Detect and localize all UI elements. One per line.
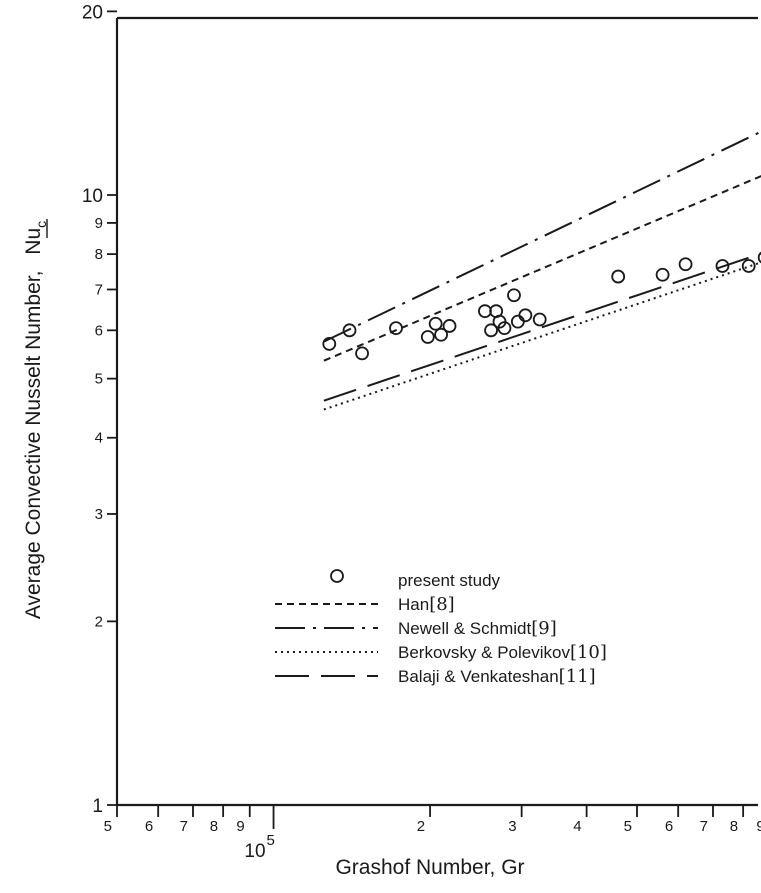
x-tick-label: 3 — [508, 818, 516, 835]
present-study-point — [510, 314, 525, 329]
y-tick-label: 6 — [95, 322, 103, 339]
present-study-point — [484, 323, 498, 338]
y-tick-label: 10 — [82, 186, 103, 207]
x-tick-label: 8 — [730, 818, 738, 835]
legend-entry-name: present study — [398, 571, 501, 590]
legend-entry-ref: [9] — [531, 618, 557, 639]
x-tick-label: 8 — [210, 818, 218, 835]
present-study-point — [507, 288, 521, 303]
legend-entry-name: Berkovsky & Polevikov — [398, 643, 570, 662]
y-tick-label: 1 — [92, 796, 103, 817]
y-tick-label: 9 — [95, 215, 103, 232]
present-study-point — [741, 259, 756, 273]
x-ticks: 5678910523456789106 — [104, 805, 761, 862]
present-study-point — [428, 316, 443, 331]
y-tick-label: 20 — [82, 2, 103, 23]
y-tick-label: 4 — [95, 430, 103, 447]
present-study-point — [434, 327, 448, 342]
present-study-point — [655, 267, 670, 282]
x-tick-label: 5 — [104, 818, 112, 835]
legend-entry-ref: [8] — [429, 594, 455, 615]
present-study-point — [442, 319, 457, 333]
y-tick-label: 3 — [95, 506, 103, 523]
legend-entry: Han[8] — [398, 594, 455, 615]
present-study-point — [715, 259, 730, 273]
legend-entry: Balaji & Venkateshan[11] — [398, 666, 596, 687]
y-axis-title-subscript: c — [33, 221, 49, 228]
x-tick-label: 2 — [417, 818, 425, 835]
legend-entry: Berkovsky & Polevikov[10] — [398, 642, 607, 663]
series-line-balaji-venkateshan — [323, 252, 761, 402]
x-tick-label: 7 — [700, 818, 708, 835]
y-tick-label: 8 — [95, 246, 103, 263]
x-tick-label: 6 — [145, 818, 153, 835]
series-line-newell-schmidt — [323, 130, 761, 343]
legend-marker-circle — [330, 569, 344, 583]
x-tick-label: 7 — [180, 818, 188, 835]
series-lines — [323, 130, 761, 411]
legend: present study Han[8] Newell & Schmidt[9] Be… — [275, 569, 607, 687]
present-study-point — [389, 321, 403, 336]
legend-entry-ref: [11] — [559, 666, 596, 687]
x-tick-exponent: 5 — [267, 832, 275, 849]
x-tick-label: 4 — [573, 818, 581, 835]
legend-entry-ref: [10] — [570, 642, 607, 663]
x-tick-label: 5 — [624, 818, 632, 835]
y-axis-title: Average Convective Nusselt Number, Nuc — [22, 221, 49, 619]
legend-entry-name: Han — [398, 595, 429, 614]
present-study-point — [497, 321, 512, 336]
x-axis-title: Grashof Number, Gr — [335, 856, 524, 879]
series-line-han — [323, 175, 761, 362]
present-study-point — [757, 251, 761, 264]
legend-entry: Newell & Schmidt[9] — [398, 618, 557, 639]
x-tick-label: 6 — [665, 818, 673, 835]
legend-entry-name: Balaji & Venkateshan — [398, 667, 559, 686]
present-study-point — [678, 257, 693, 272]
y-axis-title-text: Average Convective Nusselt Number, — [22, 271, 45, 620]
present-study-point — [532, 312, 547, 327]
legend-entry-name: Newell & Schmidt — [398, 619, 531, 638]
present-study-point — [478, 304, 492, 319]
present-study-point — [611, 269, 626, 284]
y-tick-label: 7 — [95, 281, 103, 298]
present-study-point — [518, 308, 533, 323]
present-study-points — [322, 251, 761, 361]
y-tick-label: 5 — [95, 371, 103, 388]
present-study-point — [420, 330, 435, 344]
present-study-point — [322, 337, 337, 351]
y-axis-title-symbol: Nu — [22, 228, 45, 255]
x-tick-label: 9 — [236, 818, 244, 835]
y-ticks: 1 2 3 4 5 6 7 8 9 10 20 — [82, 2, 117, 817]
y-tick-label: 2 — [95, 613, 103, 630]
present-study-point — [342, 323, 357, 338]
svg-text:Average Convective Nusselt Num: Average Convective Nusselt Number, Nuc — [22, 221, 49, 619]
x-tick-label: 9 — [756, 818, 761, 835]
present-study-point — [355, 346, 369, 361]
series-line-berkovsky-polevikov — [323, 261, 761, 411]
legend-entry: present study — [398, 571, 501, 590]
x-tick-label: 10 — [244, 841, 265, 862]
